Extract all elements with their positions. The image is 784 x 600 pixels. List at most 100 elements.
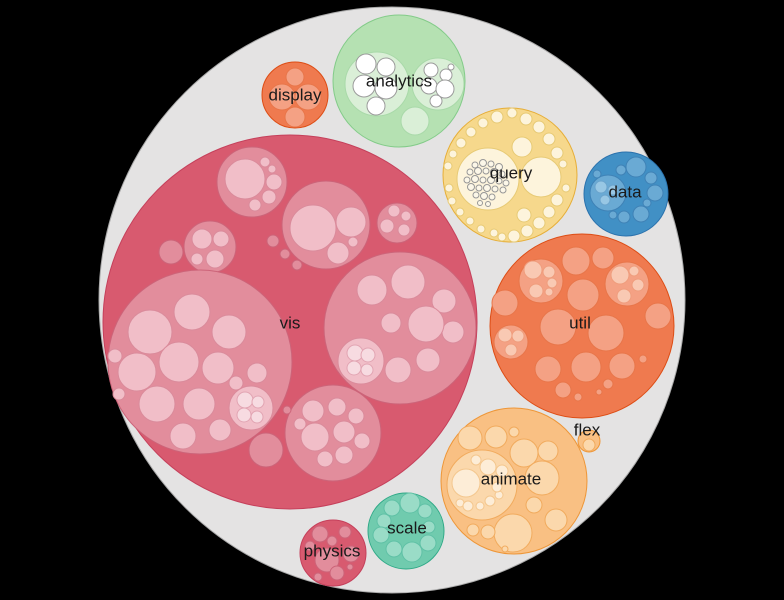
pack-node-circle[interactable]: [374, 76, 398, 100]
pack-node-circle[interactable]: [490, 168, 498, 176]
pack-node-circle[interactable]: [300, 422, 330, 452]
pack-node-circle[interactable]: [573, 392, 583, 402]
pack-node-circle[interactable]: [376, 513, 392, 529]
pack-node-circle[interactable]: [602, 378, 614, 390]
pack-node-circle[interactable]: [435, 79, 455, 99]
pack-node-circle[interactable]: [451, 468, 481, 498]
pack-node-circle[interactable]: [311, 525, 329, 543]
pack-node-circle[interactable]: [212, 230, 230, 248]
pack-node-circle[interactable]: [466, 168, 474, 176]
pack-node-circle[interactable]: [248, 198, 262, 212]
pack-node-circle[interactable]: [525, 496, 543, 514]
pack-node-circle[interactable]: [191, 228, 213, 250]
pack-node-circle[interactable]: [401, 541, 423, 563]
pack-node-circle[interactable]: [423, 62, 439, 78]
pack-node-circle[interactable]: [475, 184, 483, 192]
pack-node-circle[interactable]: [313, 572, 323, 582]
pack-node-circle[interactable]: [201, 351, 235, 385]
pack-node-circle[interactable]: [646, 184, 664, 202]
pack-node-circle[interactable]: [499, 186, 507, 194]
pack-node-circle[interactable]: [112, 387, 126, 401]
pack-node-circle[interactable]: [173, 293, 211, 331]
pack-node-circle[interactable]: [447, 196, 457, 206]
pack-node-circle[interactable]: [587, 314, 625, 352]
pack-node-circle[interactable]: [480, 524, 496, 540]
pack-node-circle[interactable]: [329, 565, 345, 581]
pack-node-circle[interactable]: [507, 229, 521, 243]
pack-node-circle[interactable]: [447, 63, 455, 71]
pack-node-circle[interactable]: [205, 249, 225, 269]
pack-node-circle[interactable]: [107, 348, 123, 364]
pack-node-circle[interactable]: [616, 288, 632, 304]
pack-node-circle[interactable]: [497, 327, 513, 343]
pack-node-circle[interactable]: [301, 399, 325, 423]
pack-node-circle[interactable]: [570, 351, 602, 383]
pack-node-circle[interactable]: [457, 425, 483, 451]
pack-node-circle[interactable]: [495, 464, 509, 478]
pack-node-circle[interactable]: [397, 223, 411, 237]
pack-node-circle[interactable]: [346, 344, 364, 362]
pack-node-circle[interactable]: [327, 397, 347, 417]
pack-node-circle[interactable]: [544, 287, 554, 297]
pack-node-circle[interactable]: [429, 94, 443, 108]
pack-node-circle[interactable]: [491, 185, 499, 193]
pack-node-circle[interactable]: [380, 312, 402, 334]
pack-node-circle[interactable]: [539, 308, 577, 346]
pack-node-circle[interactable]: [376, 57, 396, 77]
pack-node-circle[interactable]: [390, 264, 426, 300]
pack-node-circle[interactable]: [455, 137, 467, 149]
pack-node-circle[interactable]: [532, 120, 546, 134]
pack-node-circle[interactable]: [251, 395, 265, 409]
pack-node-circle[interactable]: [566, 278, 600, 312]
pack-node-circle[interactable]: [190, 252, 204, 266]
pack-node-circle[interactable]: [592, 169, 602, 179]
pack-node-circle[interactable]: [316, 450, 334, 468]
pack-node-circle[interactable]: [608, 352, 636, 380]
pack-node-circle[interactable]: [267, 164, 277, 174]
pack-node-circle[interactable]: [360, 363, 374, 377]
pack-node-circle[interactable]: [466, 523, 480, 537]
pack-node-circle[interactable]: [628, 265, 640, 277]
pack-node-circle[interactable]: [400, 210, 412, 222]
pack-node-circle[interactable]: [631, 278, 645, 292]
pack-node-circle[interactable]: [470, 454, 482, 466]
pack-node-circle[interactable]: [455, 207, 465, 217]
pack-node-circle[interactable]: [511, 136, 533, 158]
pack-node-circle[interactable]: [443, 161, 453, 171]
pack-node-circle[interactable]: [498, 170, 506, 178]
pack-node-circle[interactable]: [228, 375, 244, 391]
pack-node-circle[interactable]: [158, 341, 200, 383]
pack-node-circle[interactable]: [599, 194, 611, 206]
pack-node-circle[interactable]: [523, 260, 543, 280]
pack-node-circle[interactable]: [542, 265, 556, 279]
pack-node-circle[interactable]: [502, 179, 510, 187]
pack-node-circle[interactable]: [347, 407, 365, 425]
pack-node-circle[interactable]: [294, 83, 322, 111]
pack-node-circle[interactable]: [471, 175, 479, 183]
pack-node-circle[interactable]: [638, 354, 648, 364]
pack-node-circle[interactable]: [347, 236, 359, 248]
pack-node-circle[interactable]: [228, 385, 274, 431]
pack-node-circle[interactable]: [561, 183, 571, 193]
pack-node-circle[interactable]: [441, 320, 465, 344]
pack-node-circle[interactable]: [366, 96, 386, 116]
pack-node-circle[interactable]: [420, 77, 438, 95]
pack-node-circle[interactable]: [169, 422, 197, 450]
pack-node-circle[interactable]: [534, 355, 562, 383]
pack-node-circle[interactable]: [415, 347, 441, 373]
pack-node-circle[interactable]: [462, 500, 474, 512]
pack-node-circle[interactable]: [236, 391, 254, 409]
pack-node-circle[interactable]: [448, 149, 458, 159]
pack-node-circle[interactable]: [542, 132, 556, 146]
pack-node-circle[interactable]: [504, 343, 518, 357]
pack-node-circle[interactable]: [282, 405, 292, 415]
pack-node-circle[interactable]: [615, 164, 627, 176]
pack-node-circle[interactable]: [617, 210, 631, 224]
pack-node-circle[interactable]: [561, 246, 591, 276]
pack-node-circle[interactable]: [490, 110, 504, 124]
pack-node-circle[interactable]: [208, 418, 232, 442]
pack-node-circle[interactable]: [589, 174, 627, 212]
pack-node-circle[interactable]: [472, 191, 480, 199]
pack-node-circle[interactable]: [595, 388, 603, 396]
pack-node-circle[interactable]: [465, 216, 475, 226]
